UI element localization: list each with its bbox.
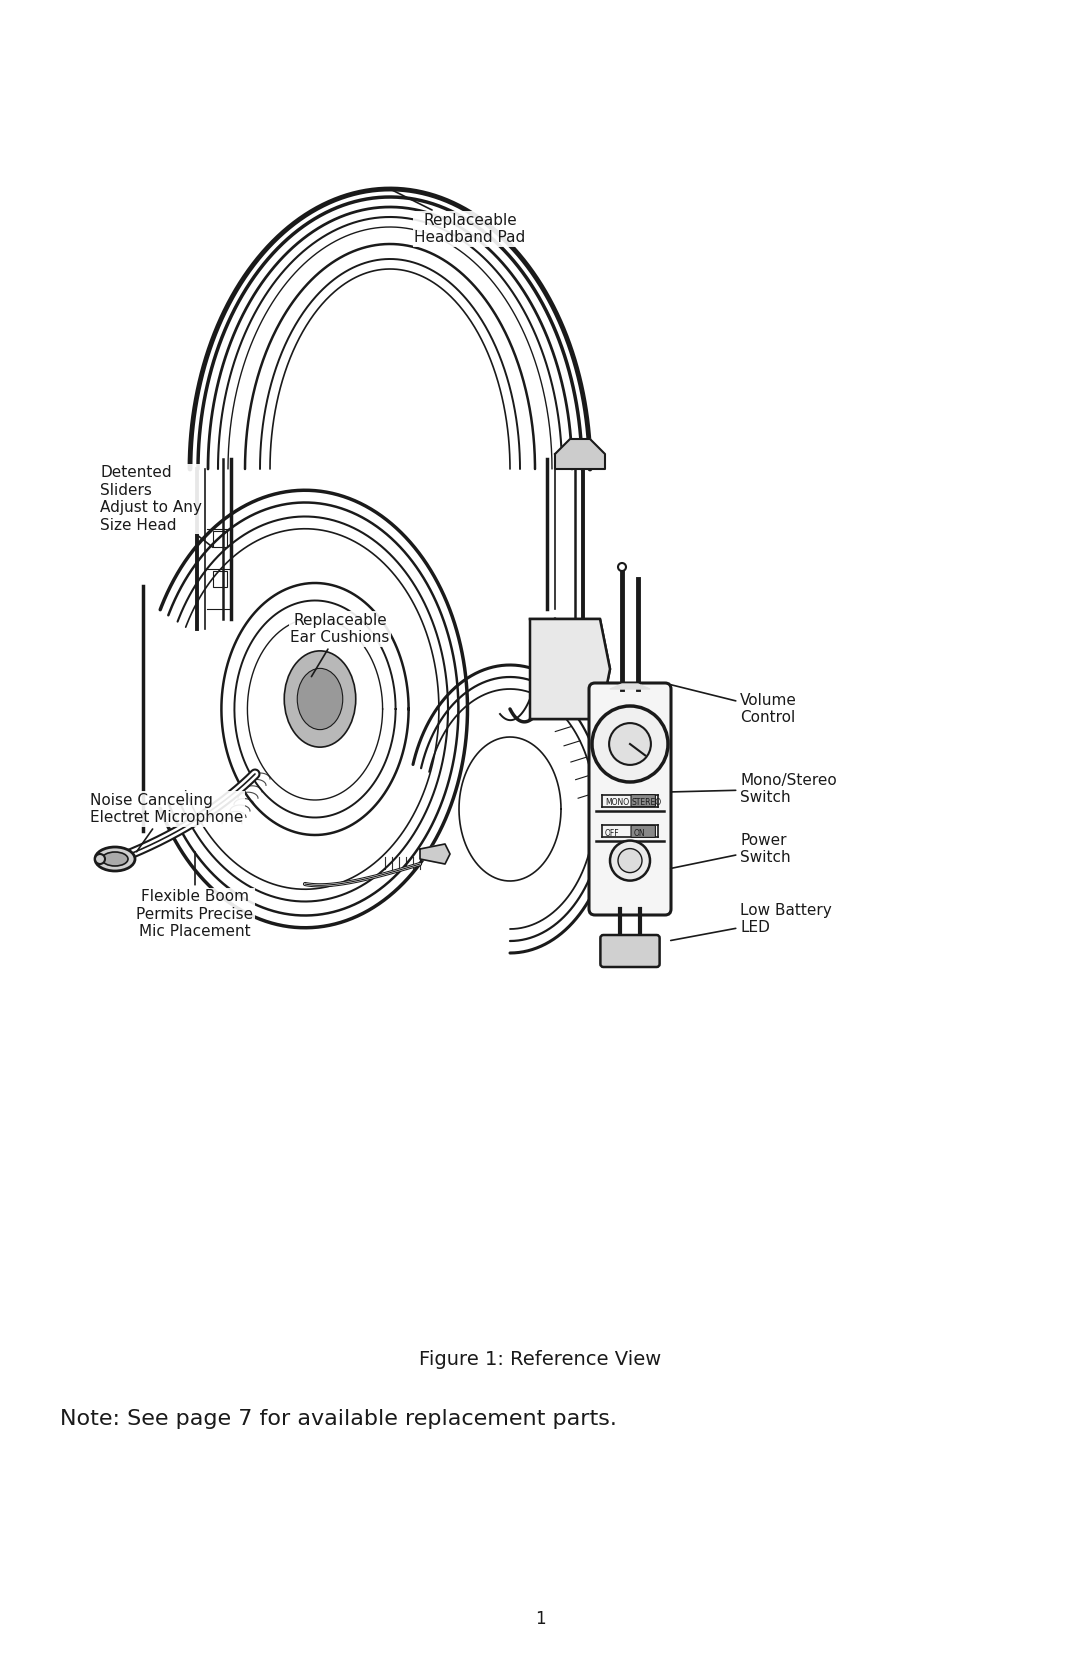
Circle shape	[618, 562, 626, 571]
Text: STEREO: STEREO	[632, 798, 662, 808]
FancyBboxPatch shape	[631, 826, 656, 838]
Text: Volume
Control: Volume Control	[671, 684, 797, 726]
Text: Detented
Sliders
Adjust to Any
Size Head: Detented Sliders Adjust to Any Size Head	[100, 466, 213, 547]
Ellipse shape	[102, 851, 129, 866]
Text: OFF: OFF	[605, 829, 620, 838]
Text: Mono/Stereo
Switch: Mono/Stereo Switch	[671, 773, 837, 804]
Text: Note: See page 7 for available replacement parts.: Note: See page 7 for available replaceme…	[60, 1409, 617, 1429]
Ellipse shape	[95, 846, 135, 871]
Text: Power
Switch: Power Switch	[671, 833, 791, 868]
Text: Replaceable
Ear Cushions: Replaceable Ear Cushions	[291, 613, 390, 676]
Text: Flexible Boom
Permits Precise
Mic Placement: Flexible Boom Permits Precise Mic Placem…	[136, 851, 254, 940]
Polygon shape	[420, 845, 450, 865]
Text: MONO: MONO	[605, 798, 629, 808]
Circle shape	[592, 706, 669, 783]
Polygon shape	[555, 439, 605, 469]
Polygon shape	[530, 619, 610, 719]
FancyBboxPatch shape	[600, 935, 660, 966]
Circle shape	[618, 848, 642, 873]
Text: Low Battery
LED: Low Battery LED	[671, 903, 832, 941]
FancyBboxPatch shape	[631, 794, 656, 806]
Text: 1: 1	[535, 1611, 545, 1627]
Ellipse shape	[284, 651, 355, 748]
Text: ON: ON	[634, 829, 645, 838]
Circle shape	[95, 855, 105, 865]
Text: Replaceable
Headband Pad: Replaceable Headband Pad	[392, 190, 526, 245]
Circle shape	[609, 723, 651, 764]
Ellipse shape	[297, 668, 342, 729]
Text: Figure 1: Reference View: Figure 1: Reference View	[419, 1350, 661, 1369]
Circle shape	[610, 841, 650, 881]
Text: Noise Canceling
Electret Microphone: Noise Canceling Electret Microphone	[90, 793, 243, 851]
Polygon shape	[610, 684, 650, 689]
FancyBboxPatch shape	[589, 683, 671, 915]
